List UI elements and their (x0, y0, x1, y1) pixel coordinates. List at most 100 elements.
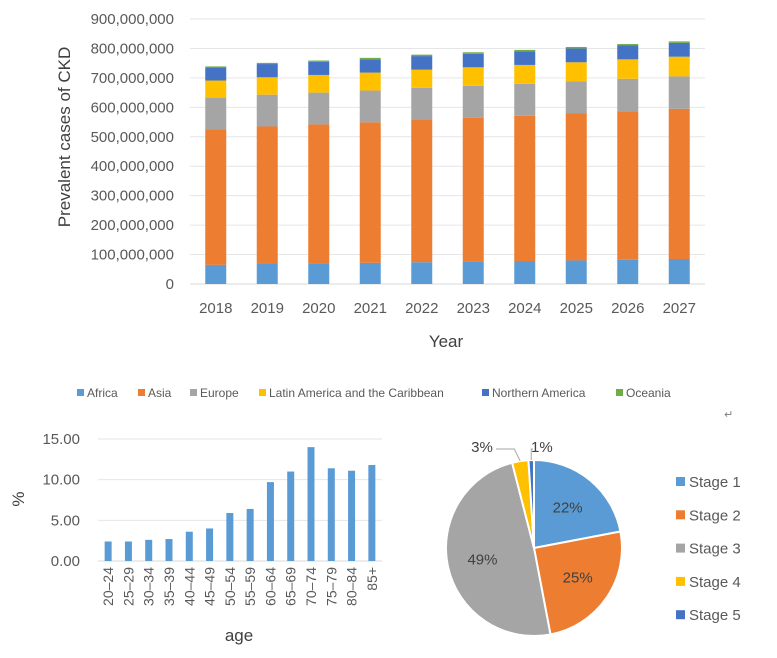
c1-bar-segment (205, 129, 227, 265)
c3-pie-slice (532, 530, 623, 636)
c2-bar (104, 541, 112, 561)
c2-x-tick-label: 60–64 (262, 567, 278, 606)
c2-x-tick-label: 20–24 (100, 567, 116, 606)
c3-legend-label: Stage 4 (689, 574, 741, 591)
c1-bar-segment (411, 54, 433, 57)
c1-bar-segment (462, 85, 484, 118)
c1-bar-segment (462, 117, 484, 262)
c1-bar-segment (462, 67, 484, 86)
c1-x-tick-label: 2023 (457, 300, 490, 317)
c2-bar (206, 528, 214, 561)
c1-bar-segment (565, 113, 587, 261)
c1-bar-segment (462, 261, 484, 284)
c1-legend-swatch (616, 389, 623, 396)
c1-legend: Africa Asia Europe Latin America and the Ca… (77, 386, 671, 400)
c1-bar-segment (668, 76, 690, 109)
c1-x-axis-title: Year (429, 332, 464, 351)
c1-bar-segment (308, 74, 330, 93)
c1-legend-swatch (190, 389, 197, 396)
c2-x-tick-label: 50–54 (222, 567, 238, 606)
c1-bar-segment (617, 111, 639, 260)
c1-bar-segment (617, 45, 639, 60)
c1-bar-segment (256, 62, 278, 65)
c3-slice-label: 3% (471, 439, 493, 456)
c1-bar-segment (411, 69, 433, 88)
c1-x-tick-label: 2022 (405, 300, 438, 317)
c2-bar (165, 539, 173, 561)
c1-bar-segment (565, 48, 587, 63)
c1-legend-label: Europe (200, 386, 239, 400)
c3-legend-label: Stage 5 (689, 607, 741, 624)
c1-y-tick-label: 800,000,000 (91, 40, 174, 57)
c1-bar-segment (668, 56, 690, 77)
c2-bar (266, 482, 274, 561)
c2-y-tick-label: 5.00 (51, 512, 80, 529)
c1-bar-segment (308, 92, 330, 125)
c1-x-tick-label: 2027 (663, 300, 696, 317)
c1-y-tick-label: 100,000,000 (91, 247, 174, 264)
c2-bar (145, 539, 153, 561)
c1-x-tick-label: 2018 (199, 300, 232, 317)
c1-bar-segment (565, 81, 587, 114)
c1-bars (205, 41, 690, 284)
c3-pie-slice (533, 458, 622, 550)
c3-leader-line (496, 448, 521, 462)
c2-y-tick-label: 10.00 (42, 472, 80, 489)
c1-bar-segment (565, 46, 587, 49)
c1-bar-segment (514, 83, 536, 116)
c2-x-tick-label: 70–74 (303, 567, 319, 606)
c1-y-tick-label: 500,000,000 (91, 129, 174, 146)
c1-legend-swatch (138, 389, 145, 396)
c1-bar-segment (256, 126, 278, 264)
c1-x-tick-label: 2025 (560, 300, 593, 317)
c3-legend-swatch (676, 510, 685, 520)
c1-x-tick-label: 2021 (354, 300, 387, 317)
c1-bar-segment (359, 59, 381, 73)
c2-bars (104, 447, 376, 561)
c2-bar (246, 508, 254, 561)
c1-bar-segment (308, 124, 330, 264)
c3-labels: 22% 25% 49% 3% 1% (467, 439, 592, 587)
c3-slice-label: 1% (531, 439, 553, 456)
c3-legend-swatch (676, 543, 685, 553)
c1-bar-segment (205, 97, 227, 130)
c1-bar-segment (205, 66, 227, 68)
c2-x-tick-label: 85+ (364, 567, 380, 591)
c1-bar-segment (617, 78, 639, 112)
return-glyph: ↵ (724, 408, 733, 421)
c1-y-tick-label: 0 (166, 276, 174, 293)
c1-y-tick-label: 200,000,000 (91, 217, 174, 234)
c2-x-tick-label: 25–29 (120, 567, 136, 606)
c2-y-axis-title: % (9, 491, 28, 506)
c1-y-tick-label: 400,000,000 (91, 158, 174, 175)
c1-bar-segment (514, 115, 536, 262)
c1-bar-segment (359, 72, 381, 91)
c1-bar-segment (514, 49, 536, 52)
c1-bar-segment (411, 87, 433, 120)
c1-bar-segment (359, 90, 381, 123)
c1-x-tick-label: 2020 (302, 300, 335, 317)
c2-bar (185, 531, 193, 561)
c2-bar (327, 468, 335, 561)
c3-legend-label: Stage 1 (689, 474, 741, 491)
c1-bar-segment (514, 51, 536, 65)
c2-bar (226, 513, 234, 561)
c1-bar-segment (617, 259, 639, 284)
c2-gridlines (98, 438, 382, 562)
c3-slices (445, 458, 623, 637)
c1-bar-segment (359, 57, 381, 60)
c1-bar-segment (205, 67, 227, 81)
c2-x-axis: 20–24 25–29 30–34 35–39 40–44 45–49 50–54 55–59… (100, 567, 380, 606)
c1-bar-segment (308, 263, 330, 284)
c1-bar-segment (565, 62, 587, 82)
c1-bar-segment (668, 42, 690, 57)
c1-legend-label: Africa (87, 386, 118, 400)
c2-x-tick-label: 30–34 (141, 567, 157, 606)
c3-leader-line (530, 448, 533, 461)
c1-bar-segment (205, 264, 227, 284)
c3-legend: Stage 1 Stage 2 Stage 3 Stage 4 Stage 5 (676, 474, 741, 624)
c1-legend-swatch (77, 389, 84, 396)
c2-x-tick-label: 65–69 (283, 567, 299, 606)
